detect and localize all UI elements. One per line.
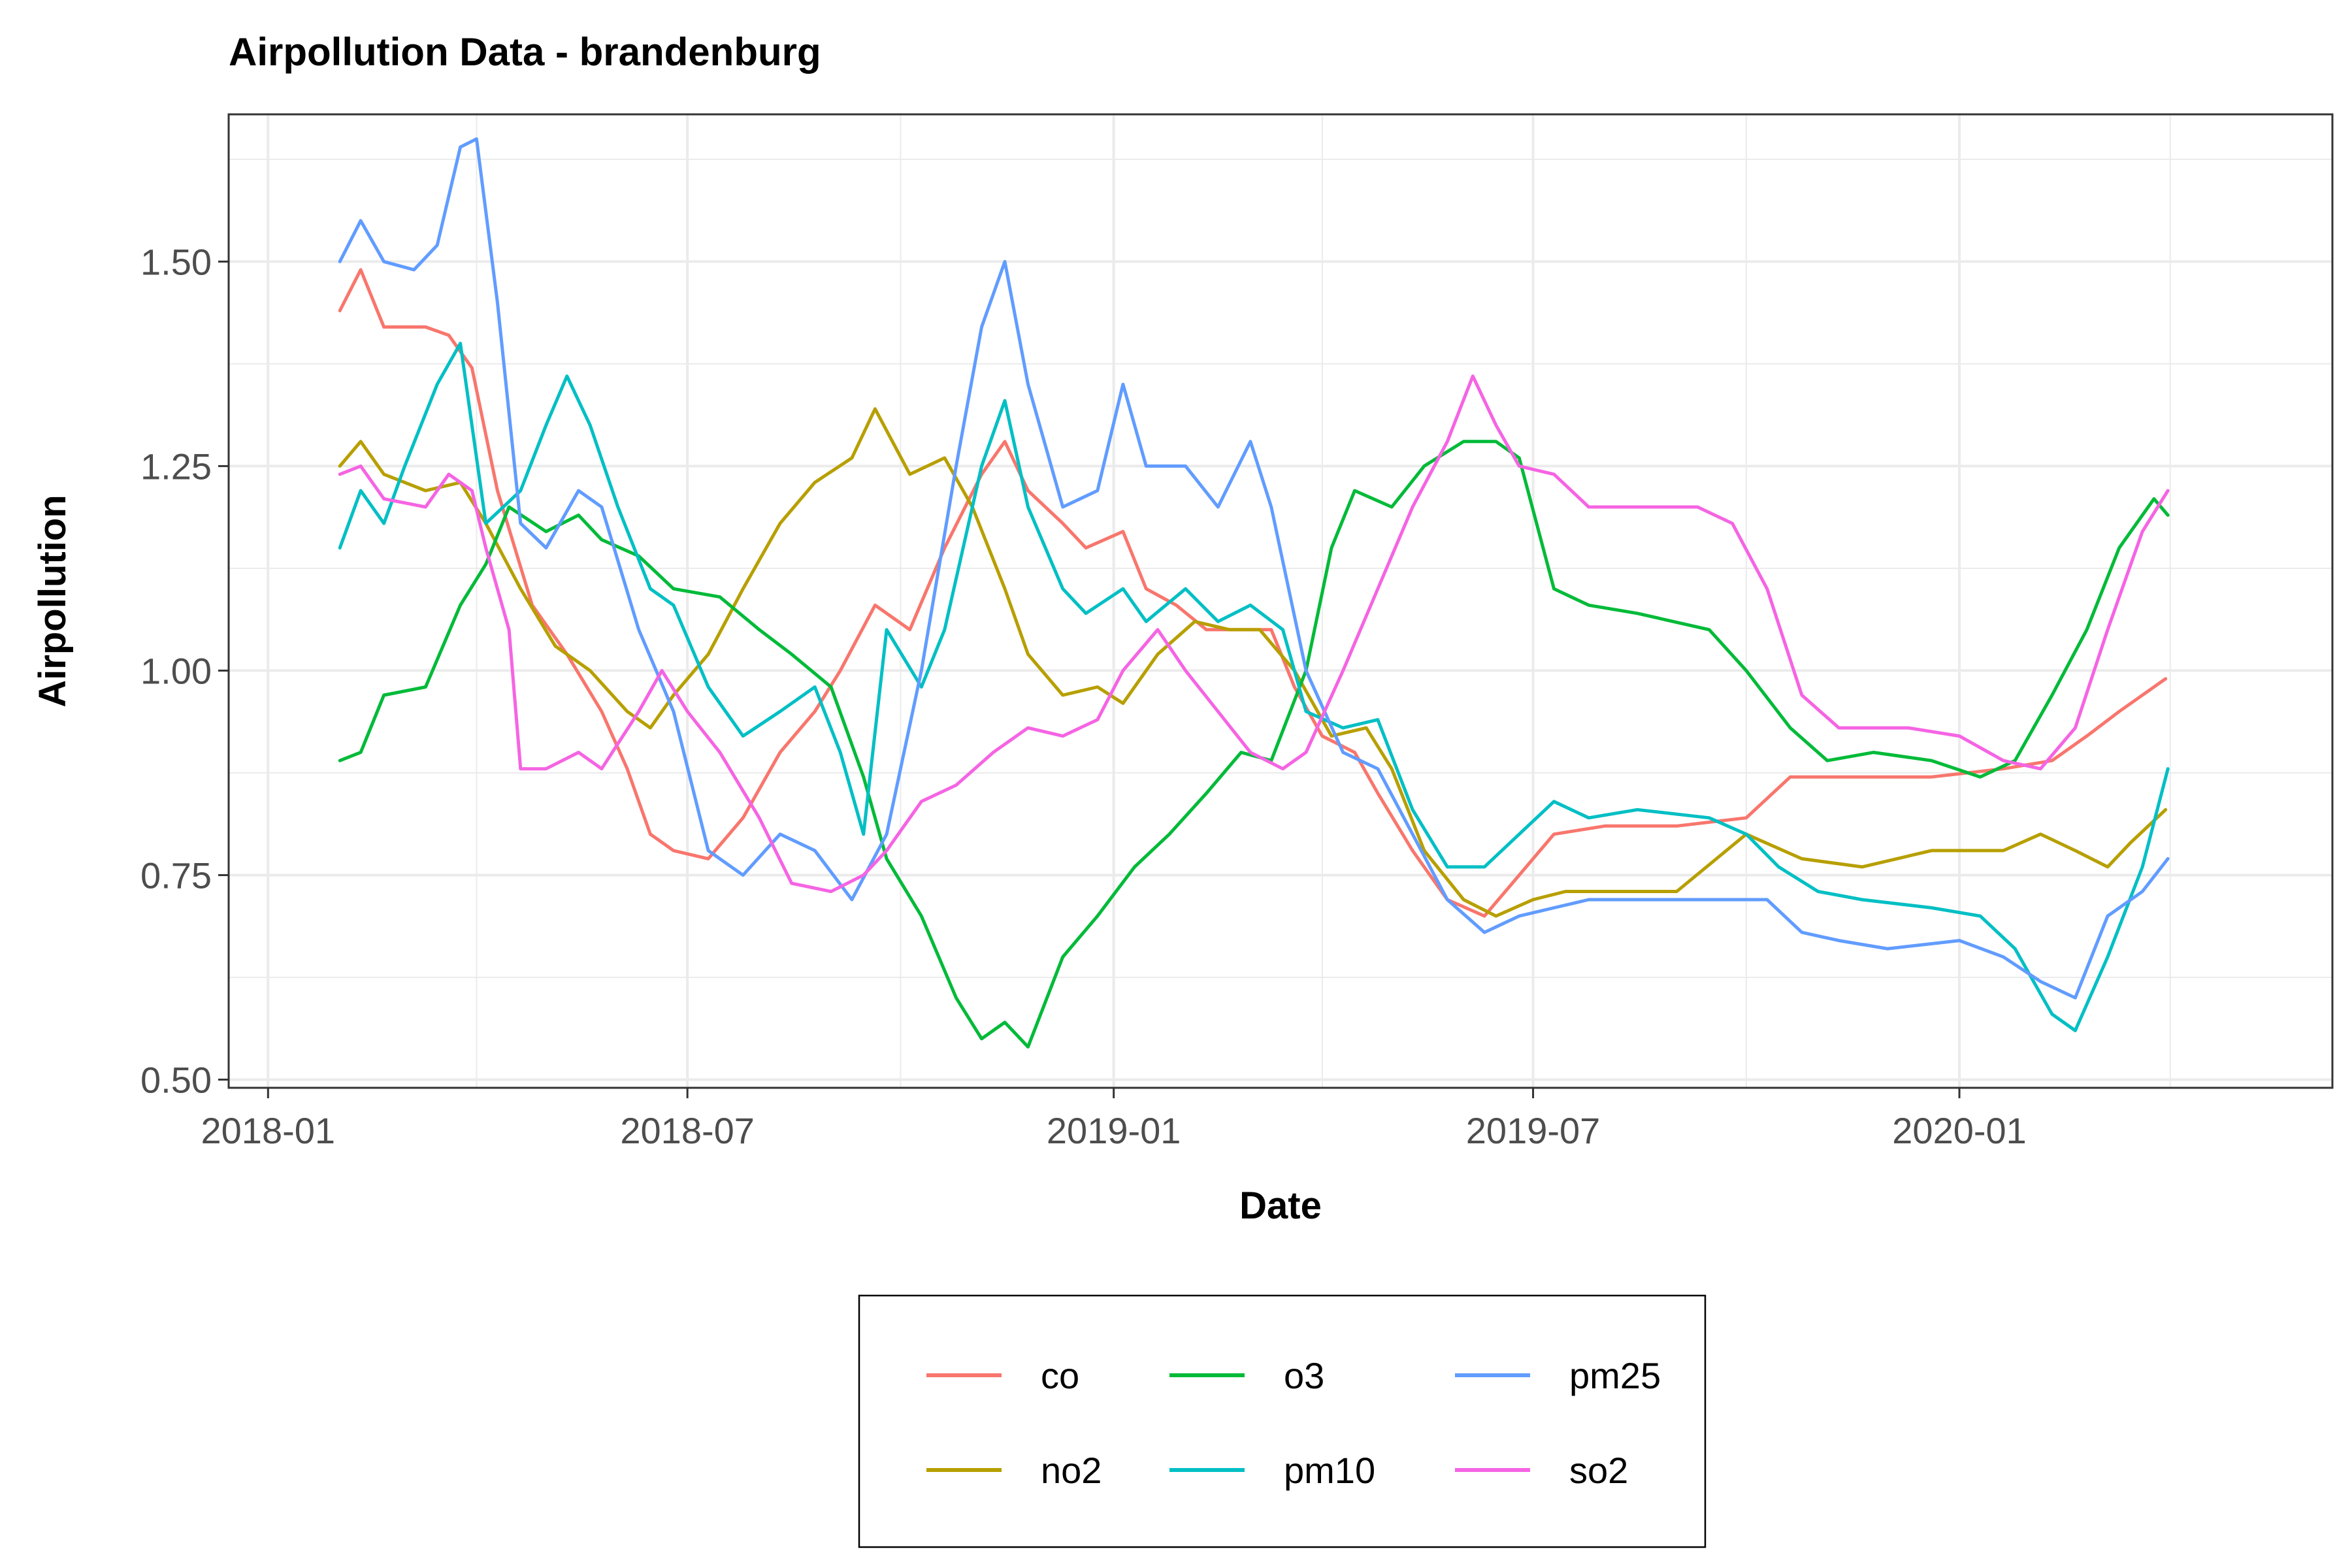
legend-label-no2: no2: [1041, 1450, 1102, 1491]
y-axis: 0.50 0.75 1.00 1.25 1.50: [140, 241, 229, 1100]
legend-box: [858, 1294, 1707, 1548]
series-line-so2: [338, 374, 2170, 893]
x-tick-label-0: 2018-01: [201, 1110, 336, 1151]
y-tick-label-3: 1.25: [140, 446, 212, 487]
y-tick-label-2: 1.00: [140, 650, 212, 691]
plot-panel-border: [227, 113, 2334, 1089]
x-tick-label-2: 2019-01: [1047, 1110, 1181, 1151]
series-line-pm25: [338, 137, 2170, 1000]
series-line-co: [338, 268, 2168, 918]
y-tick-label-1: 0.75: [140, 855, 212, 896]
x-tick-label-4: 2020-01: [1892, 1110, 2027, 1151]
x-axis-title: Date: [1239, 1184, 1322, 1227]
y-tick-label-0: 0.50: [140, 1059, 212, 1100]
legend: co no2 o3 pm10 pm25 so2: [858, 1294, 1707, 1548]
y-tick-label-4: 1.50: [140, 241, 212, 282]
legend-label-o3: o3: [1284, 1355, 1324, 1396]
series-line-pm10: [338, 342, 2170, 1032]
grid-major: [229, 114, 2332, 1088]
legend-label-so2: so2: [1569, 1450, 1628, 1491]
legend-label-co: co: [1041, 1355, 1079, 1396]
legend-label-pm25: pm25: [1569, 1355, 1661, 1396]
legend-label-pm10: pm10: [1284, 1450, 1375, 1491]
series-layer: [338, 137, 2170, 1049]
series-line-o3: [338, 440, 2170, 1049]
chart-title: Airpollution Data - brandenburg: [229, 30, 821, 74]
x-tick-label-3: 2019-07: [1466, 1110, 1601, 1151]
x-tick-label-1: 2018-07: [620, 1110, 755, 1151]
x-axis: 2018-01 2018-07 2019-01 2019-07 2020-01: [201, 1088, 2027, 1151]
y-axis-title: Airpollution: [31, 495, 74, 707]
